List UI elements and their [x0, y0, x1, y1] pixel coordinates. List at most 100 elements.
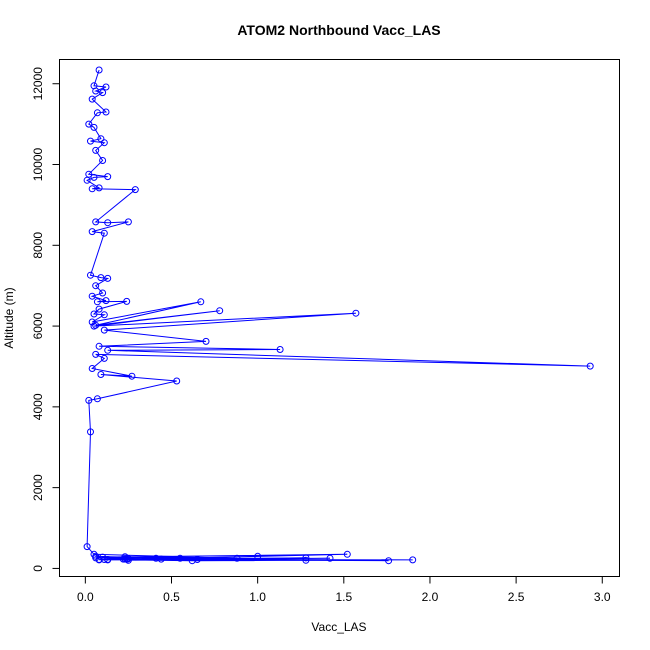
data-point: [100, 326, 108, 334]
data-point: [102, 108, 110, 116]
data-point: [176, 554, 184, 562]
data-point: [102, 297, 110, 305]
data-point: [83, 543, 91, 551]
data-point: [87, 428, 94, 436]
data-point: [99, 289, 107, 297]
data-point: [90, 322, 98, 330]
data-point: [104, 556, 112, 563]
data-point: [88, 95, 96, 103]
data-point: [124, 218, 132, 226]
data-point: [85, 120, 93, 128]
plot-frame: [59, 59, 620, 577]
data-point: [93, 298, 101, 306]
data-point: [93, 395, 101, 403]
x-tick-label: 0.0: [77, 590, 94, 604]
data-point: [128, 372, 136, 380]
data-point: [90, 310, 98, 318]
x-axis: 0.0 0.5 1.0 1.5 2.0 2.5 3.0: [77, 576, 611, 604]
data-point: [193, 556, 201, 563]
data-point: [100, 556, 108, 563]
data-point: [95, 184, 103, 192]
data-point: [302, 554, 310, 562]
data-point: [119, 555, 127, 563]
y-tick-label: 6000: [31, 312, 45, 339]
data-point: [276, 346, 284, 353]
data-point: [88, 365, 96, 372]
data-point: [90, 173, 98, 181]
data-point: [95, 556, 103, 564]
data-point: [197, 298, 205, 306]
data-point: [124, 556, 132, 564]
data-point: [85, 170, 93, 178]
data-point: [123, 555, 131, 563]
data-point: [95, 305, 103, 313]
data-point: [202, 337, 210, 345]
y-tick-label: 10000: [31, 148, 45, 182]
x-tick-label: 3.0: [594, 590, 611, 604]
data-point: [104, 219, 112, 227]
data-point: [87, 137, 94, 145]
data-point: [152, 554, 160, 562]
data-point: [157, 555, 165, 563]
y-tick-label: 0: [31, 565, 45, 572]
y-axis: 0 2000 4000 6000 8000 10000 12000: [31, 67, 60, 572]
data-point: [385, 557, 393, 565]
data-point: [100, 229, 108, 237]
data-point: [352, 309, 360, 317]
data-point: [92, 282, 100, 290]
data-point: [92, 218, 100, 226]
data-point: [104, 346, 112, 354]
data-point: [586, 362, 594, 370]
data-point: [93, 109, 101, 117]
data-point: [104, 274, 112, 282]
data-point: [99, 89, 107, 97]
data-point: [97, 371, 105, 378]
y-tick-label: 12000: [31, 67, 45, 101]
data-point: [92, 146, 100, 154]
data-point: [95, 342, 103, 350]
data-point: [104, 173, 112, 181]
x-tick-label: 2.0: [422, 590, 439, 604]
data-point: [88, 185, 96, 193]
series-line: [86, 69, 591, 562]
y-axis-label: Altitude (m): [2, 287, 16, 348]
y-tick-label: 8000: [31, 232, 45, 259]
data-point: [216, 307, 224, 315]
y-tick-label: 4000: [31, 393, 45, 420]
data-point: [90, 123, 98, 131]
data-point: [100, 354, 108, 362]
data-point: [233, 554, 241, 562]
data-point: [97, 135, 105, 143]
data-point: [409, 556, 417, 564]
data-point: [99, 157, 107, 164]
data-point: [188, 557, 196, 565]
data-point: [326, 554, 334, 562]
data-point: [87, 271, 94, 279]
data-point: [100, 311, 108, 319]
data-point: [92, 350, 100, 358]
data-point: [123, 297, 131, 305]
data-point: [97, 274, 105, 282]
data-point: [100, 139, 108, 147]
data-point: [88, 292, 96, 300]
x-tick-label: 1.0: [249, 590, 266, 604]
data-point: [102, 83, 110, 91]
data-point: [173, 377, 181, 385]
y-tick-label: 2000: [31, 474, 45, 501]
x-tick-label: 2.5: [508, 590, 525, 604]
x-axis-label: Vacc_LAS: [311, 620, 366, 634]
data-point: [83, 176, 91, 184]
data-point: [343, 550, 351, 558]
x-tick-label: 1.5: [335, 590, 352, 604]
data-point: [302, 556, 310, 564]
data-point: [131, 186, 139, 194]
chart-title: ATOM2 Northbound Vacc_LAS: [237, 22, 440, 38]
series-lines: [86, 69, 591, 562]
data-point: [88, 228, 96, 236]
data-point: [92, 87, 100, 95]
data-point: [254, 552, 262, 560]
data-point: [90, 550, 98, 558]
data-point: [95, 66, 103, 74]
x-tick-label: 0.5: [163, 590, 180, 604]
